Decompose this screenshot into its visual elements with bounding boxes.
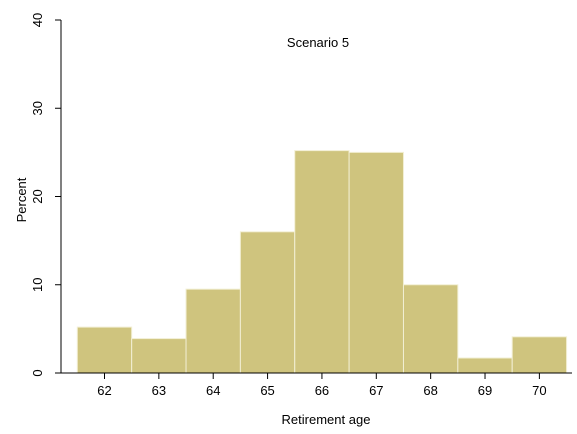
x-tick-label-67: 67	[369, 383, 383, 398]
x-tick-label-69: 69	[478, 383, 492, 398]
x-tick-label-66: 66	[315, 383, 329, 398]
histogram-bar-66	[294, 150, 350, 374]
x-tick-label-70: 70	[532, 383, 546, 398]
histogram-bar-65	[239, 231, 296, 374]
histogram-bar-62	[76, 326, 133, 374]
x-ticks-group: 62 63 64 65 66 67 68 69 70	[97, 373, 547, 398]
y-tick-label-20: 20	[30, 189, 45, 203]
histogram-bar-69	[457, 357, 513, 374]
x-tick-label-62: 62	[97, 383, 111, 398]
y-tick-label-30: 30	[30, 101, 45, 115]
x-tick-label-65: 65	[260, 383, 274, 398]
x-tick-label-64: 64	[206, 383, 220, 398]
histogram-bar-68	[402, 284, 459, 374]
y-axis-title: Percent	[14, 177, 29, 222]
histogram-bar-67	[348, 151, 404, 374]
x-tick-label-68: 68	[423, 383, 437, 398]
x-axis-title: Retirement age	[282, 412, 371, 427]
y-ticks-group: 0 10 20 30 40	[30, 13, 61, 377]
x-tick-label-63: 63	[152, 383, 166, 398]
histogram-bar-70	[511, 336, 568, 374]
y-tick-label-10: 10	[30, 278, 45, 292]
y-tick-label-40: 40	[30, 13, 45, 27]
bars-group	[76, 150, 568, 374]
histogram-bar-64	[185, 288, 241, 374]
chart-annotation: Scenario 5	[287, 35, 349, 50]
histogram-bar-63	[131, 338, 187, 374]
y-tick-label-0: 0	[30, 369, 45, 376]
